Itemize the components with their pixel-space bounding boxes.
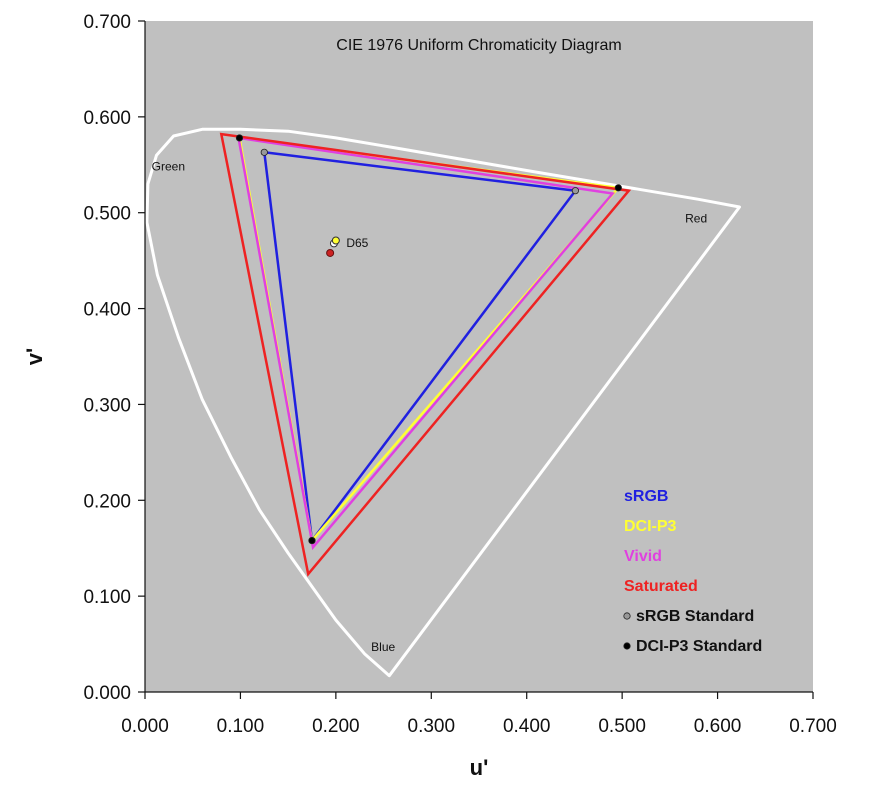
srgb-standard-point-2 <box>571 187 579 195</box>
gamut-vivid <box>236 136 616 551</box>
dci-p3-standard-point-3 <box>308 536 316 545</box>
srgb-standard-point-1 <box>260 148 268 156</box>
dci-p3-standard-point-1 <box>235 134 244 142</box>
x-tick-label: 0.700 <box>789 716 837 737</box>
region-label-red: Red <box>685 211 707 225</box>
spectral-locus <box>145 127 741 678</box>
legend-label-vivid: Vivid <box>624 548 662 565</box>
y-tick-label: 0.000 <box>83 683 131 704</box>
legend-marker-dci-p3-standard <box>623 642 631 650</box>
legend: sRGB DCI-P3 Vivid Saturated sRGB Standard DCI… <box>623 488 762 655</box>
white-point-marker-3 <box>326 248 335 257</box>
x-tick-label: 0.000 <box>121 716 169 737</box>
x-tick-label: 0.200 <box>312 716 360 737</box>
x-tick-label: 0.500 <box>598 716 646 737</box>
region-label-green: Green <box>152 160 185 174</box>
axes-layer: 0.000 0.100 0.200 0.300 0.400 0.500 0.600 0.700… <box>83 12 836 737</box>
y-tick-label: 0.300 <box>83 395 131 416</box>
y-tick-label: 0.200 <box>83 491 131 512</box>
gamut-series-layer: Green Red Blue D65 <box>145 127 741 678</box>
y-tick-label: 0.500 <box>83 204 131 225</box>
legend-marker-srgb-standard <box>623 612 631 620</box>
legend-label-srgb: sRGB <box>624 488 668 505</box>
region-label-blue: Blue <box>371 640 395 654</box>
legend-label-dci-p3: DCI-P3 <box>624 518 677 535</box>
gamut-saturated <box>219 132 632 577</box>
x-axis-title: u' <box>470 755 489 780</box>
y-tick-label: 0.400 <box>83 300 131 321</box>
x-tick-label: 0.600 <box>694 716 742 737</box>
x-tick-label: 0.400 <box>503 716 551 737</box>
y-tick-label: 0.600 <box>83 108 131 129</box>
region-label-d65: D65 <box>346 236 368 250</box>
plot-area <box>145 21 813 692</box>
x-tick-label: 0.100 <box>217 716 265 737</box>
dci-p3-standard-point-2 <box>614 184 622 192</box>
y-tick-label: 0.100 <box>83 587 131 608</box>
legend-label-dci-p3-standard: DCI-P3 Standard <box>636 638 762 655</box>
legend-label-saturated: Saturated <box>624 578 698 595</box>
y-tick-label: 0.700 <box>83 12 131 33</box>
y-axis-title: v' <box>22 348 47 365</box>
white-point-marker-2 <box>331 236 340 245</box>
x-tick-label: 0.300 <box>408 716 456 737</box>
gamut-srgb <box>262 150 578 544</box>
chart-title: CIE 1976 Uniform Chromaticity Diagram <box>336 37 621 54</box>
legend-label-srgb-standard: sRGB Standard <box>636 608 754 625</box>
